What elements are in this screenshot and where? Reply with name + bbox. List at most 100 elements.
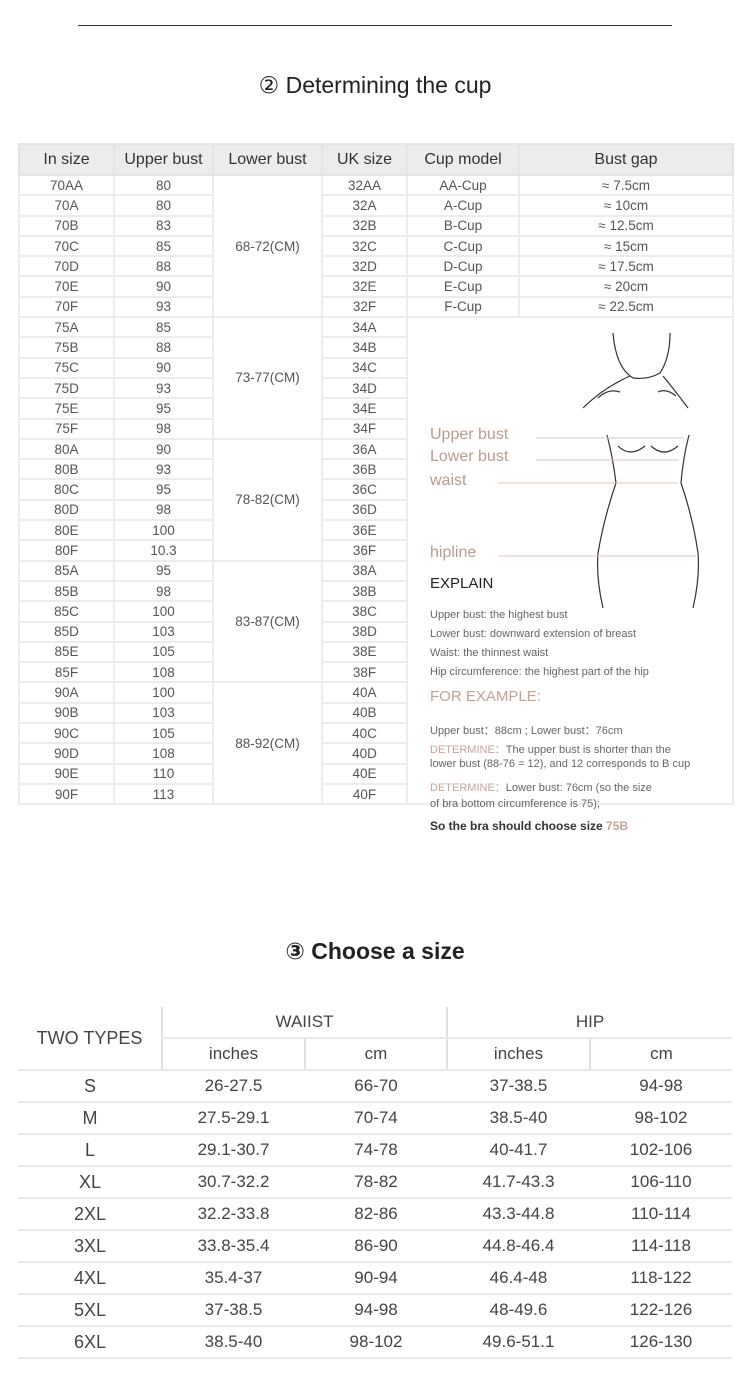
uk-size-cell: 36B [321, 458, 408, 481]
table-row: 6XL 38.5-40 98-102 49.6-51.1 126-130 [18, 1326, 732, 1359]
in-size-cell: 85A [18, 559, 115, 582]
cup-model-cell: E-Cup [406, 275, 520, 298]
in-size-cell: 90A [18, 681, 115, 704]
conclusion-text: So the bra should choose size [430, 819, 607, 834]
table-row: 90D 108 40D [18, 742, 733, 765]
table-row: 70AA 80 68-72(CM) 32AA AA-Cup ≈ 7.5cm [18, 173, 734, 319]
cup-model-cell: F-Cup [406, 295, 520, 319]
uk-size-cell: 40F [321, 782, 408, 806]
upper-bust-cell: 95 [113, 397, 214, 420]
in-size-cell: 80D [18, 498, 115, 522]
upper-bust-cell: 103 [113, 701, 214, 725]
upper-bust-cell: 98 [113, 417, 214, 440]
table-row: 4XL 35.4-37 90-94 46.4-48 118-122 [18, 1262, 732, 1295]
in-size-cell: 70D [18, 255, 115, 278]
divider-line [78, 25, 672, 26]
hip-cm-cell: 94-98 [590, 1070, 732, 1103]
waist-label: waist [430, 472, 467, 490]
in-size-cell: 90E [18, 762, 115, 785]
hip-inches-cell: 46.4-48 [447, 1262, 590, 1295]
uk-size-cell: 32D [321, 255, 408, 278]
size-cell: 5XL [18, 1294, 162, 1327]
table-row: 80C 95 36C [18, 478, 733, 501]
table-row: 85C 100 38C [18, 600, 733, 623]
size-cell: S [18, 1070, 162, 1103]
cup-model-cell: C-Cup [406, 234, 520, 258]
hip-inches-cell: 48-49.6 [447, 1294, 590, 1327]
upper-bust-cell: 83 [113, 214, 214, 237]
uk-size-cell: 34A [321, 316, 408, 339]
table-row: S 26-27.5 66-70 37-38.5 94-98 [18, 1070, 732, 1103]
table-row: 85B 98 38B [18, 579, 733, 603]
unit-header: cm [589, 1038, 732, 1071]
upper-bust-cell: 98 [113, 498, 214, 522]
upper-bust-label: Upper bust [430, 426, 509, 444]
table-row: 75F 98 34F [18, 417, 733, 440]
determine-line: lower bust (88-76 = 12), and 12 correspo… [430, 758, 691, 771]
in-size-cell: 90F [18, 782, 115, 806]
uk-size-cell: 40E [321, 762, 408, 785]
table-row: 70F 93 32F F-Cup ≈ 22.5cm [18, 295, 734, 319]
lower-bust-cell: 73-77(CM) [212, 316, 323, 440]
in-size-cell: 75D [18, 376, 115, 400]
in-size-cell: 80E [18, 519, 115, 542]
unit-header: inches [446, 1038, 590, 1071]
waist-inches-cell: 32.2-33.8 [162, 1198, 305, 1231]
in-size-cell: 75E [18, 397, 115, 420]
upper-bust-cell: 110 [113, 762, 214, 785]
in-size-cell: 75B [18, 336, 115, 359]
unit-header: cm [304, 1038, 447, 1071]
size-cell: XL [18, 1166, 162, 1199]
in-size-cell: 70F [18, 295, 115, 319]
bust-gap-cell: ≈ 20cm [518, 275, 734, 298]
table-row: 75E 95 34E [18, 397, 733, 420]
hip-header: HIP [446, 1007, 732, 1039]
in-size-cell: 75A [18, 316, 115, 339]
explain-line: Hip circumference: the highest part of t… [430, 666, 649, 679]
cup-model-cell: A-Cup [406, 194, 520, 217]
body-figure-illustration [498, 333, 700, 609]
column-header: Upper bust [113, 143, 214, 176]
waist-cm-cell: 82-86 [305, 1198, 447, 1231]
determine-line: of bra bottom circumference is 75); [430, 798, 600, 811]
waist-header: WAIIST [161, 1007, 447, 1039]
determine-text: Lower bust: 76cm (so the size [505, 782, 652, 795]
table-row: 90F 113 40F [18, 782, 733, 806]
in-size-cell: 70AA [18, 173, 115, 197]
hip-inches-cell: 40-41.7 [447, 1134, 590, 1167]
table-row: 90B 103 40B [18, 701, 733, 725]
waist-cm-cell: 74-78 [305, 1134, 447, 1167]
cup-model-cell: AA-Cup [406, 173, 520, 197]
table-row: M 27.5-29.1 70-74 38.5-40 98-102 [18, 1102, 732, 1135]
waist-cm-cell: 78-82 [305, 1166, 447, 1199]
uk-size-cell: 32E [321, 275, 408, 298]
upper-bust-cell: 100 [113, 681, 214, 704]
hip-cm-cell: 110-114 [590, 1198, 732, 1231]
in-size-cell: 85B [18, 579, 115, 603]
hip-cm-cell: 98-102 [590, 1102, 732, 1135]
table-row: 85F 108 38F [18, 661, 733, 684]
hip-inches-cell: 43.3-44.8 [447, 1198, 590, 1231]
upper-bust-cell: 103 [113, 620, 214, 643]
table-row: 75D 93 34D [18, 376, 733, 400]
uk-size-cell: 38F [321, 661, 408, 684]
upper-bust-cell: 88 [113, 336, 214, 359]
table-row: 85D 103 38D [18, 620, 733, 643]
waist-cm-cell: 90-94 [305, 1262, 447, 1295]
hip-inches-cell: 44.8-46.4 [447, 1230, 590, 1263]
column-header: Cup model [406, 143, 520, 176]
hip-cm-cell: 126-130 [590, 1326, 732, 1359]
conclusion-line: So the bra should choose size 75B [430, 819, 628, 833]
size-cell: 2XL [18, 1198, 162, 1231]
table-row: 70D 88 32D D-Cup ≈ 17.5cm [18, 255, 734, 278]
in-size-cell: 80F [18, 539, 115, 562]
waist-cm-cell: 98-102 [305, 1326, 447, 1359]
table-row: 90C 105 40C [18, 722, 733, 745]
upper-bust-cell: 90 [113, 356, 214, 379]
cup-model-cell: D-Cup [406, 255, 520, 278]
in-size-cell: 80C [18, 478, 115, 501]
uk-size-cell: 38C [321, 600, 408, 623]
table-row: 90E 110 40E [18, 762, 733, 785]
table-row: 3XL 33.8-35.4 86-90 44.8-46.4 114-118 [18, 1230, 732, 1263]
in-size-cell: 85C [18, 600, 115, 623]
